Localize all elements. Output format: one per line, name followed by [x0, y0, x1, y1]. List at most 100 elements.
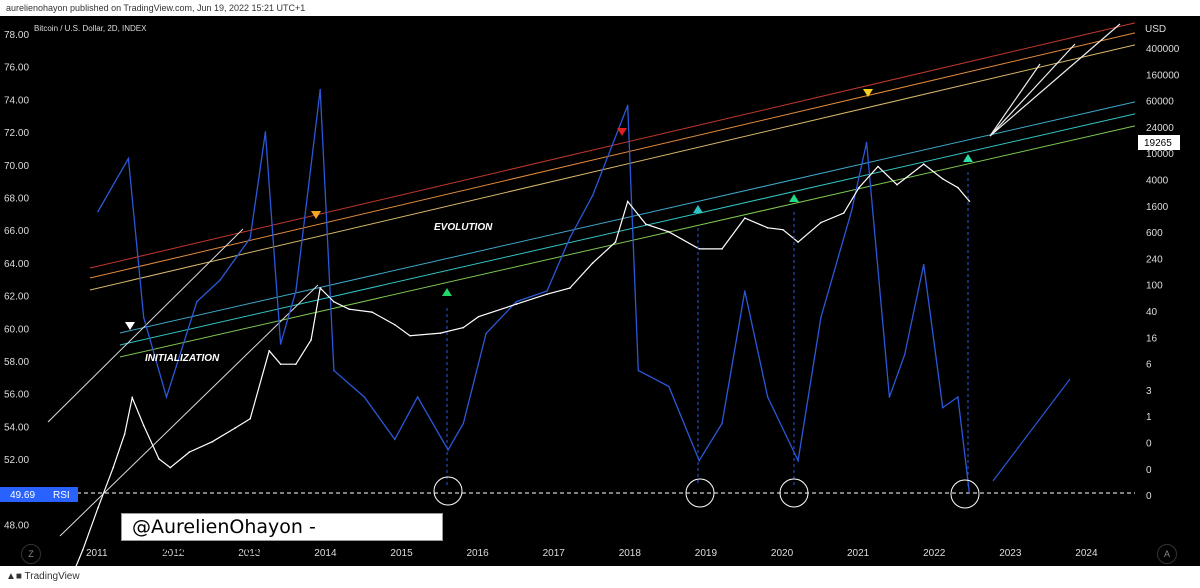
- rsi-point: [249, 237, 251, 239]
- rsi-label-box: [0, 487, 78, 502]
- left-tick-label: 64.00: [4, 259, 29, 270]
- bottom-marker: [693, 205, 703, 213]
- price-label: 19265: [1144, 138, 1172, 149]
- annotation-evolution: EVOLUTION: [434, 222, 493, 233]
- price-point: [97, 506, 99, 509]
- right-tick-label: 160000: [1146, 70, 1180, 81]
- price-point: [797, 241, 799, 243]
- price-point: [333, 301, 335, 303]
- footer: ▲■ TradingView: [0, 566, 1200, 588]
- price-point: [896, 183, 898, 186]
- pane-a-button[interactable]: A: [1157, 544, 1177, 564]
- rsi-point: [865, 141, 868, 144]
- price-point: [766, 226, 769, 229]
- price-point: [721, 248, 723, 250]
- rsi-point: [626, 104, 629, 107]
- rsi-point: [97, 210, 99, 213]
- projection-arrow: [989, 63, 1041, 137]
- channel-line: [119, 113, 1136, 346]
- rsi-point: [591, 194, 594, 197]
- price-label-box: [1138, 135, 1180, 150]
- x-tick-label: 2024: [1075, 548, 1098, 559]
- top-marker: [125, 322, 135, 330]
- price-point: [546, 293, 548, 296]
- rsi-bottom-circle: [685, 478, 715, 508]
- left-tick-label: 58.00: [4, 357, 29, 368]
- bottom-marker: [963, 154, 973, 162]
- right-tick-label: 10000: [1146, 149, 1174, 160]
- watermark-text: @AurelienOhayon - xorstrategy.com: [132, 516, 316, 560]
- regression-channel: [0, 22, 1136, 537]
- x-tick-label: 2014: [314, 548, 337, 559]
- rsi-point: [797, 459, 799, 462]
- price-point: [211, 441, 213, 443]
- x-tick-label: 2023: [999, 548, 1022, 559]
- channel-line: [89, 32, 1136, 279]
- right-tick-label: 60000: [1146, 97, 1174, 108]
- projection-arrows: [989, 23, 1121, 482]
- symbol-label: Bitcoin / U.S. Dollar, 2D, INDEX: [34, 24, 147, 33]
- rsi-point: [546, 290, 548, 292]
- x-tick-label: 2011: [86, 548, 108, 559]
- price-point: [439, 332, 442, 334]
- x-tick-label: 2018: [619, 548, 642, 559]
- right-tick-label: 240: [1146, 254, 1163, 265]
- price-point: [614, 241, 617, 243]
- price-point: [626, 200, 629, 203]
- price-point: [591, 262, 594, 264]
- left-tick-label: 72.00: [4, 128, 29, 139]
- price-point: [477, 315, 480, 318]
- chart-canvas[interactable]: 78.00 76.00 74.00 72.00 70.00 68.00 66.00 64.00…: [0, 16, 1200, 588]
- left-tick-label: 54.00: [4, 422, 29, 433]
- rsi-point: [721, 422, 723, 425]
- left-tick-label: 66.00: [4, 226, 29, 237]
- rsi-point: [127, 157, 130, 160]
- price-point: [348, 308, 350, 310]
- rsi-point: [766, 396, 769, 398]
- left-tick-label: 56.00: [4, 390, 29, 401]
- rsi-point: [319, 88, 322, 91]
- price-point: [123, 433, 126, 436]
- rsi-name: RSI: [53, 490, 70, 501]
- left-tick-label: 70.00: [4, 161, 29, 172]
- rsi-point: [957, 396, 959, 398]
- price-point: [158, 458, 160, 460]
- price-series: [66, 163, 971, 588]
- left-tick-label: 62.00: [4, 292, 29, 303]
- rsi-point: [698, 459, 700, 462]
- currency-label: USD: [1145, 24, 1166, 35]
- price-point: [698, 248, 700, 250]
- rsi-point: [142, 316, 145, 319]
- price-point: [234, 427, 236, 429]
- price-point: [371, 311, 373, 313]
- rsi-point: [333, 369, 335, 372]
- price-point: [877, 165, 879, 168]
- price-point: [188, 451, 191, 453]
- price-point: [169, 466, 172, 469]
- rsi-point: [264, 131, 267, 133]
- rsi-point: [218, 279, 221, 282]
- x-tick-label: 2021: [847, 548, 870, 559]
- rsi-point: [515, 300, 518, 303]
- price-point: [268, 349, 271, 352]
- chart-pane[interactable]: 78.00 76.00 74.00 72.00 70.00 68.00 66.00 64.00…: [0, 16, 1200, 588]
- right-tick-label: 400000: [1146, 44, 1180, 55]
- bottom-marker: [442, 288, 452, 296]
- markers: [125, 89, 980, 509]
- rsi-point: [569, 237, 571, 239]
- rsi-point: [165, 396, 168, 398]
- x-tick-label: 2019: [695, 548, 718, 559]
- left-tick-label: 52.00: [4, 455, 29, 466]
- rsi-point: [667, 385, 670, 388]
- right-tick-label: 600: [1146, 228, 1163, 239]
- right-tick-label: 0: [1146, 465, 1152, 476]
- pane-z-button[interactable]: Z: [21, 544, 41, 564]
- projection-arrow: [989, 23, 1121, 137]
- x-tick-label: 2013: [238, 548, 261, 559]
- x-tick-label: 2012: [162, 548, 185, 559]
- x-tick-label: 2015: [390, 548, 413, 559]
- x-tick-label: 2020: [771, 548, 794, 559]
- price-point: [295, 363, 297, 366]
- price-point: [310, 339, 312, 341]
- rsi-point: [968, 491, 971, 494]
